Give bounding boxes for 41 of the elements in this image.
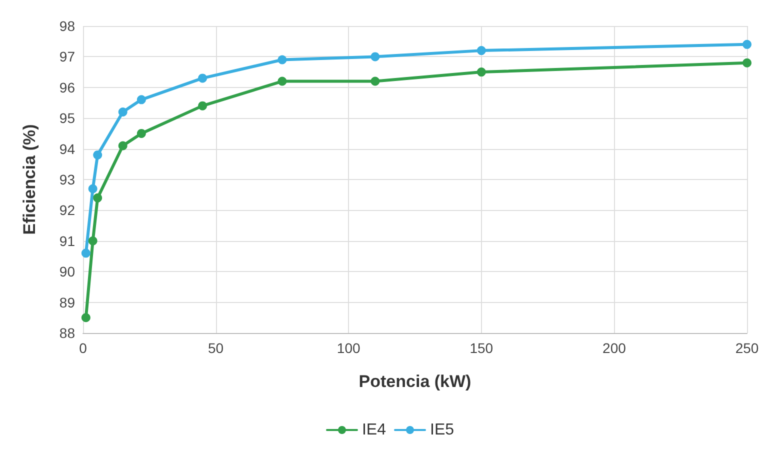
point [370,52,380,62]
y-tick-label: 95 [59,110,76,126]
y-tick-label: 89 [59,294,76,310]
point [278,76,287,86]
y-tick-label: 98 [59,18,76,34]
point [88,236,98,246]
x-tick-label: 100 [336,340,360,356]
y-tick-label: 96 [59,79,76,96]
x-tick-label: 150 [470,340,494,356]
x-tick-label: 200 [602,340,626,356]
y-tick-label: 90 [59,264,76,280]
point [742,58,752,68]
point [118,141,128,150]
point [118,107,128,116]
point [476,68,486,77]
point [476,46,486,56]
legend-label: IE4 [362,422,386,438]
legend-label: IE5 [430,422,454,438]
point [81,313,90,322]
point [93,193,102,202]
point [742,40,752,49]
x-tick-label: 50 [208,340,224,356]
point [198,101,208,110]
point [93,150,102,160]
y-tick-label: 88 [59,325,76,341]
point [88,184,98,194]
y-tick-label: 94 [59,140,76,157]
point [198,74,208,83]
y-tick-label: 93 [59,172,76,188]
x-tick-label: 0 [79,340,88,356]
x-tick-label: 250 [735,340,759,356]
point [278,55,287,64]
y-tick-label: 97 [59,48,76,65]
point [136,128,146,138]
point [136,95,146,104]
y-tick-label: 91 [59,232,76,249]
point [81,248,90,258]
x-axis-title: Potencia (kW) [358,372,472,391]
y-tick-label: 92 [59,202,76,218]
point [370,76,380,86]
y-axis-title: Eficiencia (%) [20,124,39,235]
